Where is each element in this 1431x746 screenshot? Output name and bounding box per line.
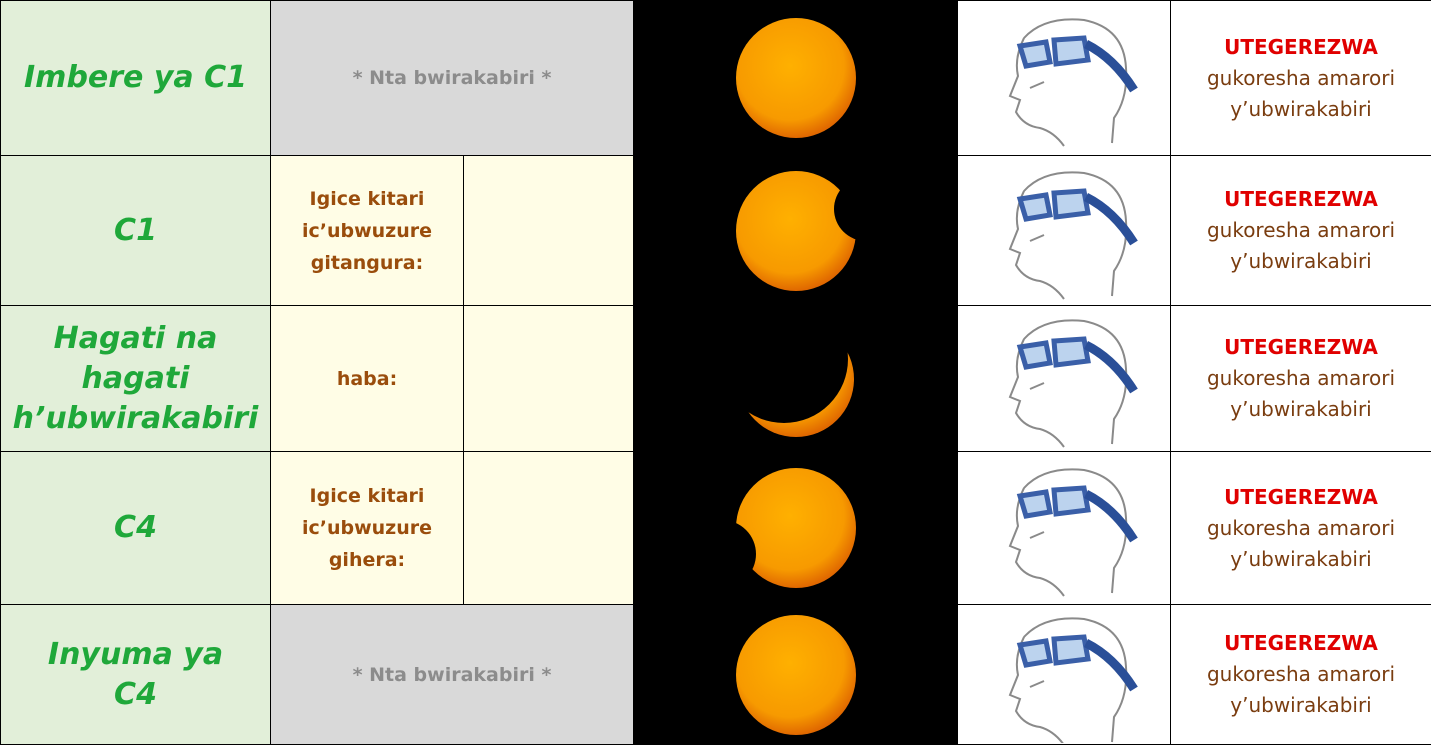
warning-text: gukoresha amarori y’ubwirakabiri xyxy=(1207,662,1395,717)
warning-title: UTEGEREZWA xyxy=(1171,628,1431,659)
warning-text: gukoresha amarori y’ubwirakabiri xyxy=(1207,366,1395,421)
sun-cell xyxy=(634,306,958,452)
glasses-icon xyxy=(984,607,1144,743)
time-input xyxy=(464,156,634,306)
row: Inyuma ya C4 * Nta bwirakabiri * UTEGERE… xyxy=(1,605,1431,745)
row: C4 Igice kitari ic’ubwuzure gihera: UTEG… xyxy=(1,452,1431,605)
phase: Hagati na hagati h’ubwirakabiri xyxy=(1,306,271,452)
glasses-cell xyxy=(958,605,1171,745)
note: * Nta bwirakabiri * xyxy=(271,605,634,745)
time-label: Igice kitari ic’ubwuzure gihera: xyxy=(271,452,464,605)
sun xyxy=(726,309,866,449)
sun xyxy=(726,458,866,598)
eclipse-table: Imbere ya C1 * Nta bwirakabiri * UTEGERE… xyxy=(0,0,1431,745)
glasses-icon xyxy=(984,458,1144,598)
row: Hagati na hagati h’ubwirakabiri haba: UT… xyxy=(1,306,1431,452)
sun-cell xyxy=(634,1,958,156)
warning-text: gukoresha amarori y’ubwirakabiri xyxy=(1207,218,1395,273)
phase: Imbere ya C1 xyxy=(1,1,271,156)
sun xyxy=(726,8,866,148)
glasses-icon xyxy=(984,309,1144,449)
warning-text: gukoresha amarori y’ubwirakabiri xyxy=(1207,66,1395,121)
sun-cell xyxy=(634,156,958,306)
glasses-icon xyxy=(984,8,1144,148)
time-input xyxy=(464,306,634,452)
note: * Nta bwirakabiri * xyxy=(271,1,634,156)
sun xyxy=(726,607,866,743)
page: Imbere ya C1 * Nta bwirakabiri * UTEGERE… xyxy=(0,0,1431,746)
sun xyxy=(726,161,866,301)
time-label: Igice kitari ic’ubwuzure gitangura: xyxy=(271,156,464,306)
phase: C4 xyxy=(1,452,271,605)
warning-title: UTEGEREZWA xyxy=(1171,32,1431,63)
row: C1 Igice kitari ic’ubwuzure gitangura: U… xyxy=(1,156,1431,306)
glasses-cell xyxy=(958,1,1171,156)
row: Imbere ya C1 * Nta bwirakabiri * UTEGERE… xyxy=(1,1,1431,156)
warning-title: UTEGEREZWA xyxy=(1171,332,1431,363)
warning-title: UTEGEREZWA xyxy=(1171,482,1431,513)
sun-cell xyxy=(634,452,958,605)
sun-cell xyxy=(634,605,958,745)
warning-text: gukoresha amarori y’ubwirakabiri xyxy=(1207,516,1395,571)
glasses-cell xyxy=(958,156,1171,306)
glasses-icon xyxy=(984,161,1144,301)
phase: C1 xyxy=(1,156,271,306)
glasses-cell xyxy=(958,452,1171,605)
time-input xyxy=(464,452,634,605)
phase: Inyuma ya C4 xyxy=(1,605,271,745)
glasses-cell xyxy=(958,306,1171,452)
time-label: haba: xyxy=(271,306,464,452)
warning-title: UTEGEREZWA xyxy=(1171,184,1431,215)
